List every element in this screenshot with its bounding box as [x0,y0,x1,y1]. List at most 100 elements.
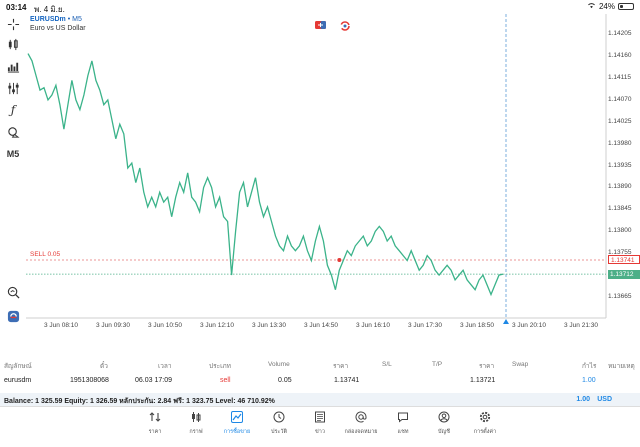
balance-bar: Balance: 1 325.59 Equity: 1 326.59 หลักป… [0,393,640,406]
row-type: sell [220,377,231,384]
y-tick-label: 1.14205 [608,30,632,38]
status-time: 03:14 [6,3,27,12]
mailbox-icon [341,410,381,424]
col-ticket[interactable]: ตั๋ว [100,363,108,370]
nav-quotes[interactable]: ราคา [135,410,175,436]
battery-icon [618,3,634,10]
x-tick-label: 3 Jun 08:10 [44,322,78,329]
chat-icon [383,410,423,424]
quotes-icon [135,410,175,424]
nav-settings[interactable]: การตั้งค่า [465,410,505,436]
x-tick-label: 3 Jun 14:50 [304,322,338,329]
trade-quick-icon[interactable] [4,308,22,324]
col-tp[interactable]: T/P [432,361,443,368]
trade-table-header: สัญลักษณ์ ตั๋ว เวลา ประเภท Volume ราคา S… [0,361,640,373]
x-tick-label: 3 Jun 12:10 [200,322,234,329]
table-row[interactable]: eurusdm 1951308068 06.03 17:09 sell 0.05… [0,377,640,389]
current-time-marker [503,319,509,324]
chart-shift-icon[interactable] [340,21,351,31]
col-sl[interactable]: S/L [382,361,392,368]
nav-news[interactable]: ข่าว [300,410,340,436]
sell-position-label[interactable]: SELL 0.05 [30,250,61,258]
nav-label: การซื้อขาย [223,429,251,435]
chart-icon [176,410,216,424]
account-icon [424,410,464,424]
symbol-name: EURUSDm [30,16,66,23]
objects-icon[interactable] [4,124,22,140]
y-tick-label: 1.14115 [608,73,632,81]
nav-account[interactable]: บัญชี [424,410,464,436]
y-tick-label: 1.13890 [608,183,632,191]
x-tick-label: 3 Jun 17:30 [408,322,442,329]
col-time[interactable]: เวลา [158,363,172,370]
bid-price-tag: 1.13712 [608,270,640,280]
status-date: พ. 4 มิ.ย. [34,5,65,14]
row-time: 06.03 17:09 [135,377,172,384]
bar-chart-icon[interactable] [4,58,22,74]
zoom-icon[interactable] [4,284,22,300]
nav-label: ข่าว [315,429,325,435]
col-open-price[interactable]: ราคา [333,363,349,370]
nav-label: บัญชี [438,429,450,435]
nav-history[interactable]: ประวัติ [259,410,299,436]
wifi-icon [587,2,596,11]
nav-chat[interactable]: แชท [383,410,423,436]
price-chart[interactable]: EURUSDm • M5 Euro vs US Dollar 1.14205 1.… [26,14,640,332]
col-type[interactable]: ประเภท [209,363,231,370]
x-tick-label: 3 Jun 16:10 [356,322,390,329]
sell-price-tag: 1.13741 [608,254,640,264]
x-tick-label: 3 Jun 18:50 [460,322,494,329]
settings-icon [465,410,505,424]
row-open-price: 1.13741 [334,377,360,384]
y-tick-label: 1.13845 [608,205,632,213]
timeframe-label[interactable]: M5 [6,149,20,159]
col-note[interactable]: หมายเหตุ [608,363,635,370]
price-series-line [27,53,504,297]
chart-toolbar: ƒ M5 [0,14,26,334]
x-tick-label: 3 Jun 13:30 [252,322,286,329]
bottom-nav: ราคา กราฟ การซื้อขาย ประวัติ ข่าว กล่องจ… [0,406,640,447]
row-profit: 1.00 [582,377,596,384]
battery-percent: 24% [598,2,615,11]
x-tick-label: 3 Jun 20:10 [512,322,546,329]
status-right: 24% [587,2,634,11]
col-symbol[interactable]: สัญลักษณ์ [4,363,32,370]
nav-mailbox[interactable]: กล่องจดหมาย [341,410,381,436]
y-tick-label: 1.13800 [608,227,632,235]
y-tick-label: 1.14160 [608,52,632,60]
chart-svg[interactable] [26,14,640,332]
candlestick-icon[interactable] [4,36,22,52]
nav-label: การตั้งค่า [473,429,497,435]
trade-icon [217,410,257,424]
total-profit: 1.00 [576,396,590,403]
news-icon [300,410,340,424]
nav-trade[interactable]: การซื้อขาย [217,410,257,436]
nav-label: ประวัติ [270,429,288,435]
indicators-icon[interactable] [4,80,22,96]
x-tick-label: 3 Jun 10:50 [148,322,182,329]
row-symbol: eurusdm [4,377,32,384]
one-click-trade-icon[interactable] [315,21,326,30]
function-icon[interactable]: ƒ [10,103,16,117]
col-price[interactable]: ราคา [479,363,495,370]
y-tick-label: 1.13665 [608,292,632,300]
chart-symbol: EURUSDm • M5 [30,16,82,23]
col-profit[interactable]: กำไร [582,363,597,370]
row-ticket: 1951308068 [70,377,109,384]
col-volume[interactable]: Volume [268,361,290,368]
col-swap[interactable]: Swap [512,361,529,368]
y-tick-label: 1.13935 [608,161,632,169]
symbol-timeframe: • M5 [65,16,82,23]
row-price: 1.13721 [470,377,496,384]
nav-label: กราฟ [189,429,203,435]
crosshair-icon[interactable] [4,16,22,32]
x-tick-label: 3 Jun 21:30 [564,322,598,329]
y-tick-label: 1.14070 [608,95,632,103]
account-currency: USD [597,396,612,403]
nav-chart[interactable]: กราฟ [176,410,216,436]
history-icon [259,410,299,424]
nav-label: ราคา [148,429,162,435]
row-volume: 0.05 [278,377,292,384]
y-tick-label: 1.13755 [608,249,632,257]
balance-text: Balance: 1 325.59 Equity: 1 326.59 หลักป… [4,398,275,405]
